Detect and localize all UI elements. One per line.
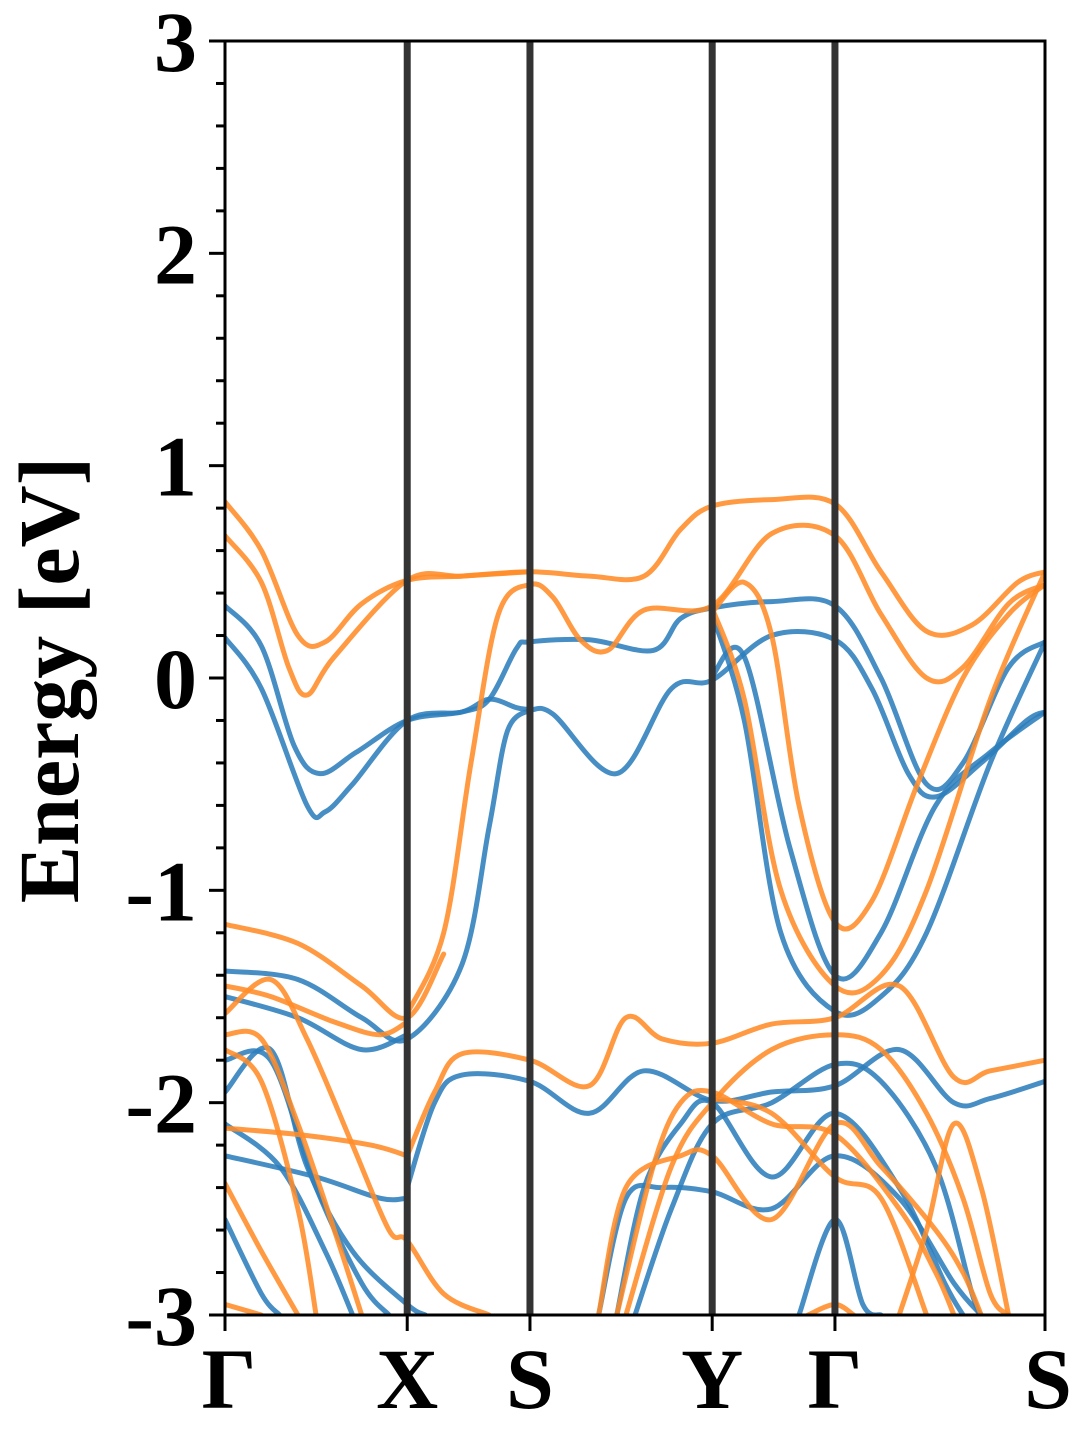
band-line-blue-12	[596, 1153, 984, 1315]
plot-frame	[223, 39, 1047, 1317]
band-line-blue-3	[225, 994, 410, 1053]
band-lines	[225, 494, 1045, 1315]
band-line-orange-19	[709, 579, 1045, 932]
y-axis-ticks: -3 -2 -1 0 1 2 3	[125, 0, 225, 1364]
band-line-blue-2	[225, 707, 533, 1044]
band-line-orange-34	[896, 1120, 1012, 1315]
band-line-blue-8	[225, 1048, 392, 1315]
x-tick-label-5: S	[1024, 1331, 1072, 1427]
band-line-orange-25	[225, 1028, 365, 1315]
band-line-blue-11	[225, 1217, 283, 1315]
band-line-orange-21	[225, 921, 447, 1021]
x-tick-label-1: X	[376, 1331, 438, 1427]
band-line-orange-20	[709, 569, 1045, 996]
y-tick-label: -2	[125, 1056, 197, 1152]
band-line-orange-30	[596, 1120, 984, 1315]
band-line-blue-10	[225, 1153, 410, 1203]
x-tick-label-2: S	[506, 1331, 554, 1427]
band-line-orange-23	[225, 976, 492, 1315]
band-line-blue-1	[225, 629, 1045, 821]
y-tick-label: -1	[125, 843, 197, 939]
high-symmetry-lines	[403, 41, 839, 1315]
y-tick-label: 2	[154, 206, 197, 302]
band-line-orange-24	[404, 981, 1045, 1159]
x-tick-label-4: Γ	[808, 1331, 863, 1427]
band-line-blue-6	[709, 611, 1045, 1018]
band-line-orange-29	[225, 1301, 264, 1315]
band-line-orange-17	[225, 533, 533, 698]
band-line-orange-35	[805, 1301, 857, 1315]
y-tick-label: 0	[154, 631, 197, 727]
y-tick-label: 3	[154, 0, 197, 90]
band-line-blue-5	[709, 644, 1045, 982]
x-tick-label-3: Y	[681, 1331, 743, 1427]
y-tick-label: -3	[125, 1268, 197, 1364]
band-line-orange-16	[225, 494, 1045, 649]
band-line-orange-28	[225, 1180, 301, 1315]
band-line-orange-27	[225, 1125, 410, 1159]
band-line-orange-26	[225, 1047, 319, 1315]
band-line-orange-32	[623, 1032, 1012, 1315]
y-tick-label: 1	[154, 419, 197, 515]
band-line-orange-22	[225, 983, 410, 1038]
band-line-orange-18	[404, 522, 1045, 1016]
x-tick-label-0: Γ	[202, 1331, 257, 1427]
band-line-blue-9	[225, 1121, 356, 1315]
y-axis-label: Energy [eV]	[1, 457, 97, 904]
band-line-blue-15	[796, 1217, 884, 1315]
